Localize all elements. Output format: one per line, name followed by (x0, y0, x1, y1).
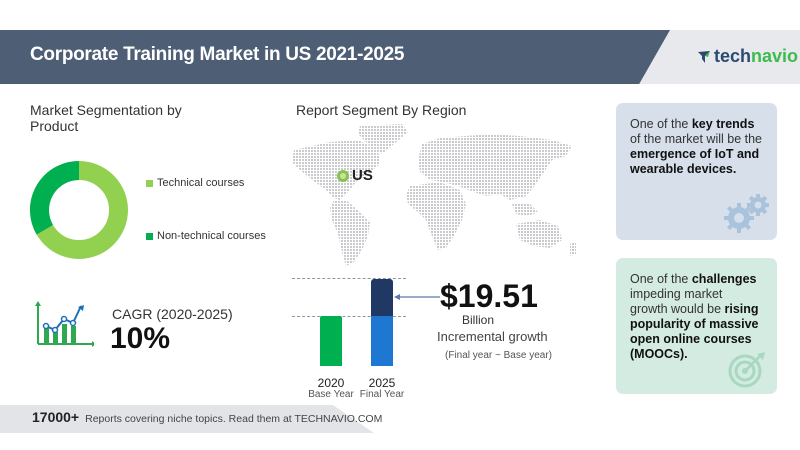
footer-report-count: 17000+ (32, 409, 80, 425)
challenge-bold-1: challenges (691, 272, 757, 286)
legend-swatch-technical (146, 179, 153, 187)
legend-non-technical: Non-technical courses (146, 230, 266, 242)
segmentation-title-line1: Market Segmentation by (30, 102, 182, 118)
bar-label-2020: 2020 (317, 376, 345, 390)
world-map (292, 124, 576, 266)
segmentation-title: Market Segmentation by Product (30, 102, 182, 134)
incremental-growth-unit: Billion (462, 313, 495, 327)
legend-label-technical: Technical courses (157, 177, 245, 189)
trend-bold-2: emergence of IoT and wearable devices. (630, 147, 760, 176)
footer-description: Reports covering niche topics. Read them… (85, 413, 383, 425)
segmentation-title-line2: Product (30, 118, 79, 134)
bar-label-2025: 2025 (368, 376, 396, 390)
arrow-left-icon (394, 294, 440, 300)
challenge-text-2: impeding market growth would be (630, 287, 725, 316)
challenge-card: One of the challenges impeding market gr… (616, 258, 777, 394)
segmentation-donut-chart (30, 161, 128, 259)
bar-2025-incremental (371, 279, 393, 316)
page-title: Corporate Training Market in US 2021-202… (30, 44, 405, 65)
us-location-marker[interactable] (337, 170, 349, 182)
bar-2020 (320, 316, 342, 366)
logo-text-tech: tech (714, 46, 752, 66)
gears-icon (724, 194, 769, 233)
header-title-band (0, 30, 670, 84)
bar-2025-base (371, 316, 393, 366)
cagr-label: CAGR (2020-2025) (112, 306, 233, 322)
incremental-growth-value: $19.51 (440, 278, 538, 314)
growth-chart-icon (35, 301, 94, 347)
incremental-growth-note: (Final year ~ Base year) (445, 350, 552, 361)
us-marker-label: US (352, 167, 373, 184)
challenge-text-1: One of the (630, 272, 692, 286)
donut-non-technical (30, 161, 80, 235)
dashed-line-base (292, 316, 406, 317)
key-trend-card: One of the key trends of the market will… (616, 103, 777, 240)
legend-swatch-non-technical (146, 232, 153, 240)
incremental-growth-label: Incremental growth (437, 329, 548, 344)
footer-text[interactable]: 17000+ Reports covering niche topics. Re… (32, 409, 382, 425)
trend-text-1: One of the (630, 117, 692, 131)
logo-text-navio: navio (751, 46, 799, 66)
region-title: Report Segment By Region (296, 102, 467, 118)
technavio-logo[interactable]: tech navio (697, 46, 798, 67)
bar-sublabel-2025: Final Year (359, 389, 405, 400)
bar-sublabel-2020: Base Year (308, 389, 354, 400)
target-icon (728, 352, 765, 388)
legend-label-non-technical: Non-technical courses (157, 230, 266, 242)
legend-technical: Technical courses (146, 177, 244, 189)
trend-bold-1: key trends (691, 117, 755, 131)
cagr-value: 10% (110, 322, 171, 355)
challenge-bold-2: rising popularity of massive open online… (630, 302, 759, 361)
trend-text-2: of the market will be the (630, 132, 763, 146)
dashed-line-final (292, 278, 406, 279)
footer-band (0, 405, 374, 433)
us-marker-center (340, 173, 346, 179)
technavio-flag-icon (698, 50, 710, 63)
